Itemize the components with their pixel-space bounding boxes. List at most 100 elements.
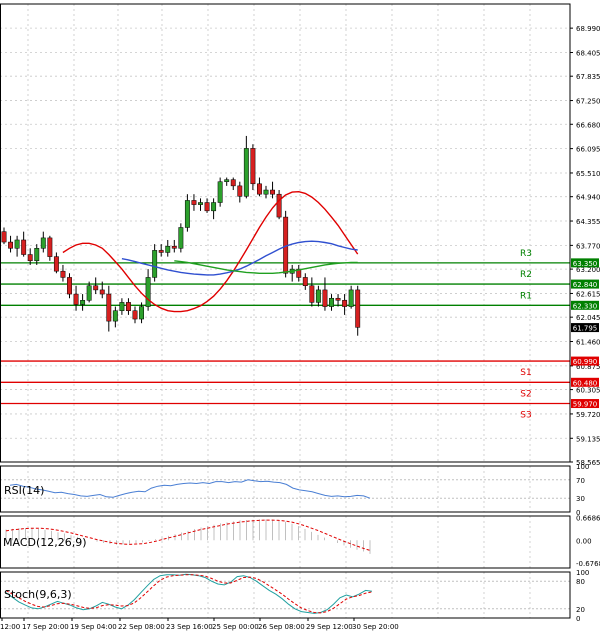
- grid: [0, 4, 570, 618]
- x-tick-label: 17 Sep 20:00: [22, 623, 69, 631]
- macd-tick-label: -0.6768: [576, 560, 600, 568]
- rsi-line: [9, 479, 371, 499]
- y-tick-label: 59.135: [576, 435, 600, 443]
- y-tick-label: 67.250: [576, 98, 600, 106]
- candle-down: [106, 293, 112, 322]
- rsi-panel: RSI(14): [0, 479, 570, 499]
- current-price-box: [571, 323, 599, 333]
- candle-down: [302, 277, 308, 287]
- x-tick-label: 29 Sep 12:00: [306, 623, 353, 631]
- stoch-tick-label: 100: [576, 569, 589, 577]
- axes: 68.990 68.405 67.835 67.250 66.680 66.095 65.5…: [0, 3, 600, 631]
- candle-down: [355, 289, 361, 328]
- candle-up: [178, 227, 184, 249]
- x-tick-label: 25 Sep 00:00: [212, 623, 259, 631]
- stoch-tick-label: 0: [576, 615, 580, 623]
- y-tick-label: 68.990: [576, 25, 600, 33]
- candle-up: [211, 202, 217, 212]
- y-tick-label: 64.940: [576, 194, 600, 202]
- candle-up: [112, 310, 118, 322]
- level-name-r3: R3: [520, 249, 532, 259]
- candle-down: [47, 237, 53, 257]
- candle-down: [126, 302, 131, 311]
- candle-down: [257, 183, 262, 195]
- stoch-tick-label: 20: [576, 606, 585, 614]
- candle-down: [191, 200, 197, 205]
- y-tick-label: 60.305: [576, 387, 600, 395]
- current-price-label: 61.795: [573, 325, 598, 333]
- moving-average-line: [121, 240, 358, 276]
- candle-up: [329, 297, 334, 307]
- level-name-s2: S2: [520, 389, 531, 399]
- candle-down: [322, 289, 328, 307]
- y-tick-label: 59.720: [576, 411, 600, 419]
- candle-up: [198, 202, 203, 205]
- x-tick-label: 19 Sep 04:00: [70, 623, 117, 631]
- panel-frame: [0, 515, 571, 569]
- level-name-s1: S1: [520, 368, 531, 378]
- stoch-d-line: [5, 574, 373, 614]
- macd-tick-label: 0.00: [576, 537, 592, 545]
- y-tick-label: 62.615: [576, 290, 600, 298]
- rsi-tick-label: 70: [576, 477, 585, 485]
- candle-up: [80, 300, 86, 305]
- level-price-label: 60.480: [573, 379, 598, 387]
- x-tick-label: 26 Sep 08:00: [258, 623, 305, 631]
- candle-up: [184, 200, 190, 228]
- candle-up: [263, 189, 269, 195]
- price-panel: R3 R2 R1 S1 S2 S3: [0, 135, 570, 421]
- y-tick-label: 66.680: [576, 121, 600, 129]
- candle-up: [348, 289, 354, 307]
- moving-average-line: [62, 190, 359, 313]
- y-tick-label: 61.460: [576, 339, 600, 347]
- level-price-box: [571, 399, 599, 409]
- y-tick-label: 66.095: [576, 146, 600, 154]
- y-tick-label: 63.770: [576, 242, 600, 250]
- candle-down: [171, 245, 177, 249]
- level-price-label: 60.990: [573, 358, 598, 366]
- rsi-tick-label: 0: [576, 509, 580, 517]
- candle-up: [217, 181, 223, 203]
- candle-up: [34, 248, 40, 262]
- x-tick-label: 12:00: [0, 623, 20, 631]
- level-price-box: [571, 377, 599, 387]
- level-name-s3: S3: [520, 411, 531, 421]
- candle-down: [132, 310, 138, 320]
- candle-down: [21, 239, 27, 255]
- candle-up: [152, 250, 158, 278]
- panel-frame: [0, 3, 571, 463]
- candle-down: [296, 268, 302, 278]
- level-price-box: [571, 356, 599, 366]
- candle-down: [230, 179, 236, 187]
- candle-up: [14, 239, 20, 249]
- level-price-box: [571, 279, 599, 289]
- macd-title: MACD(12,26,9): [3, 536, 87, 549]
- candle-down: [335, 297, 341, 301]
- moving-average-line: [174, 260, 358, 274]
- macd-panel: MACD(12,26,9): [3, 519, 371, 554]
- candle-down: [99, 289, 105, 295]
- candle-down: [309, 285, 315, 303]
- candle-down: [270, 189, 276, 195]
- candle-down: [204, 202, 210, 212]
- candle-down: [8, 241, 14, 249]
- level-name-r2: R2: [520, 270, 532, 280]
- candle-down: [53, 256, 59, 272]
- y-tick-label: 63.200: [576, 266, 600, 274]
- candle-down: [27, 254, 33, 262]
- rsi-title: RSI(14): [4, 484, 44, 497]
- candle-down: [158, 250, 164, 253]
- panel-frame: [0, 465, 571, 513]
- stoch-panel: Stoch(9,6,3): [0, 573, 570, 614]
- candle-up: [86, 285, 92, 301]
- level-price-box: [571, 258, 599, 268]
- candle-up: [315, 289, 321, 303]
- y-tick-label: 58.565: [576, 459, 600, 467]
- candle-down: [67, 277, 72, 295]
- candle-down: [276, 193, 282, 218]
- candle-up: [145, 277, 151, 307]
- y-tick-label: 62.045: [576, 314, 600, 322]
- macd-signal-line: [5, 519, 371, 551]
